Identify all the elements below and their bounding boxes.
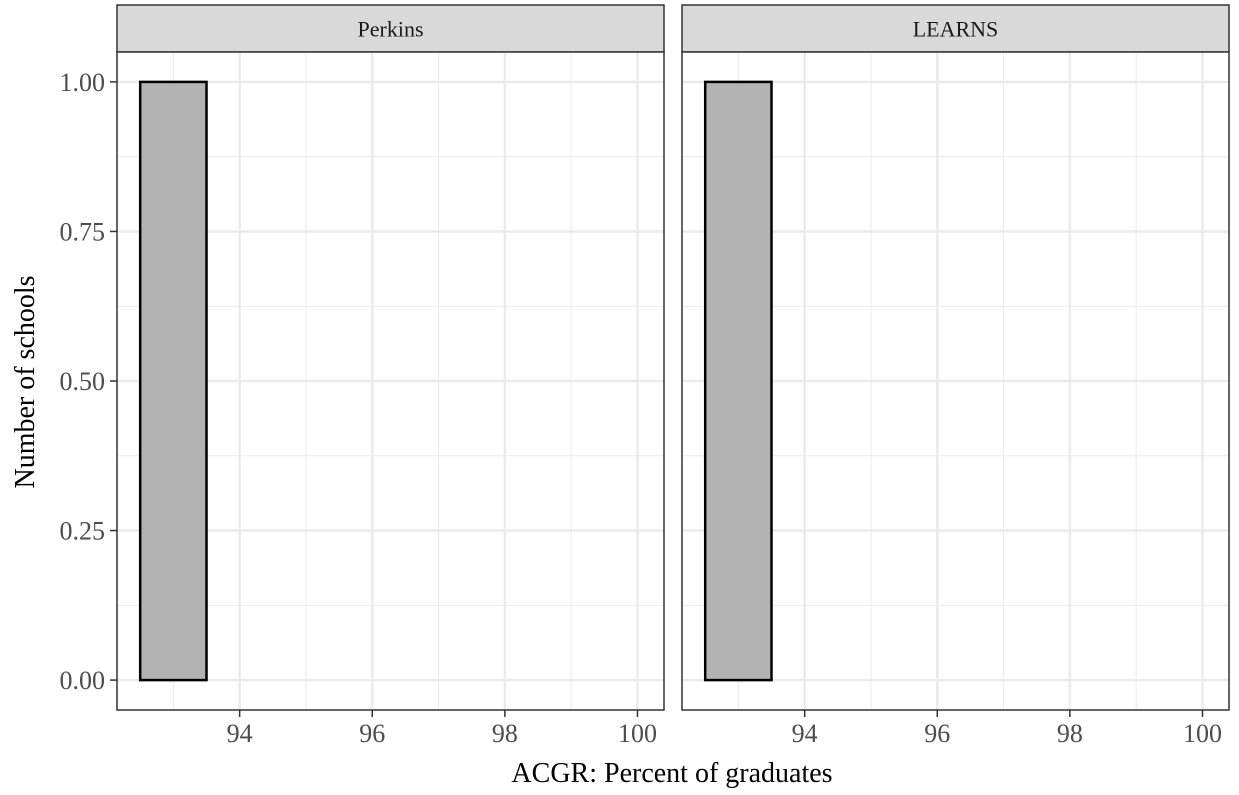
histogram-bar [138,80,208,682]
facet-strip-label: LEARNS [913,17,999,42]
x-tick-label: 94 [227,719,253,748]
facet-strip [116,4,665,53]
x-tick-label: 94 [792,719,818,748]
x-tick-label: 98 [1057,719,1083,748]
x-tick-label: 98 [492,719,518,748]
y-tick-label: 0.50 [60,367,106,396]
y-axis-title: Number of schools [10,275,41,488]
y-tick-label: 1.00 [60,68,106,97]
x-tick-label: 100 [618,719,657,748]
x-axis-title: ACGR: Percent of graduates [511,758,832,789]
facet-panel: Perkins 94 96 98 100 0.00 0.25 0.50 0.75 1.00 [60,4,665,748]
y-tick-label: 0.75 [60,217,106,246]
x-tick-label: 100 [1183,719,1222,748]
y-tick-label: 0.25 [60,517,106,546]
x-tick-label: 96 [924,719,950,748]
y-tick-label: 0.00 [60,666,106,695]
panel-border [681,51,1230,711]
facet-strip-label: Perkins [358,17,424,42]
facet-panel: LEARNS 94 96 98 100 [681,4,1230,748]
x-tick-label: 96 [359,719,385,748]
histogram-bar [703,80,773,682]
